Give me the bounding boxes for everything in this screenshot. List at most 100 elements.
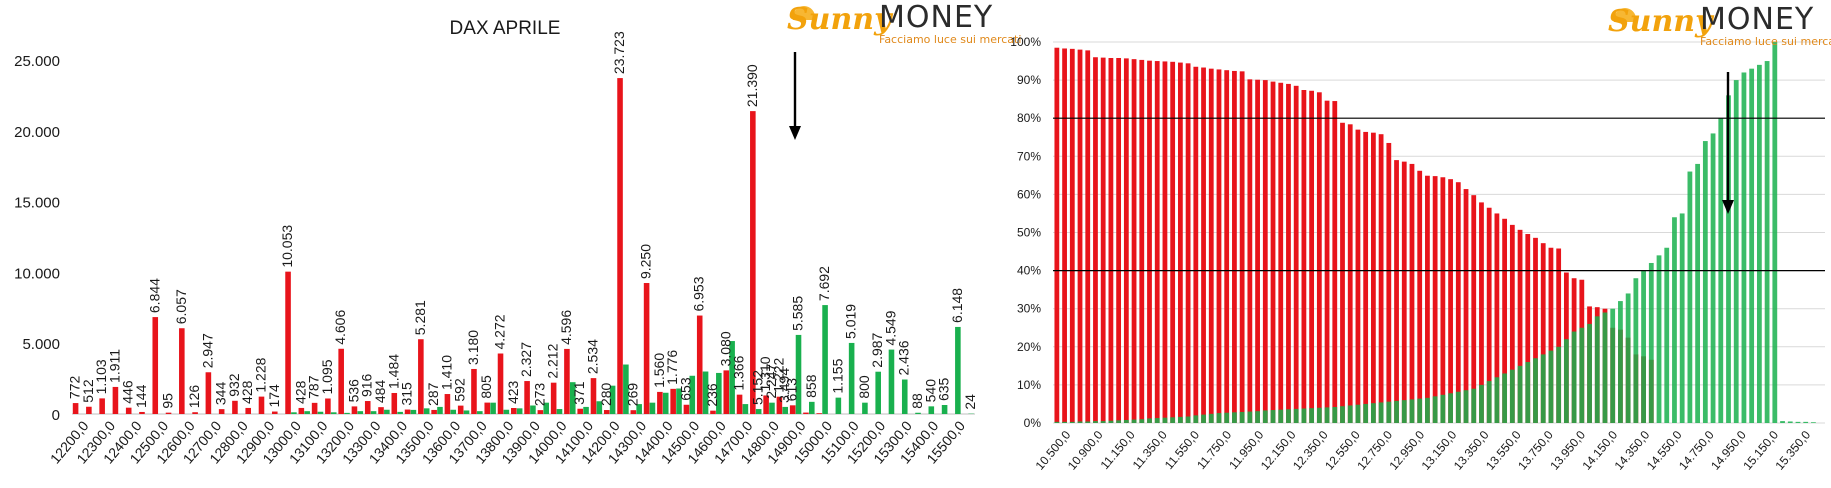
bar-green	[756, 409, 762, 414]
bar-red	[1201, 68, 1206, 423]
bar-red	[1402, 162, 1407, 423]
bar-green	[1186, 417, 1191, 423]
bar-red	[405, 410, 411, 414]
bar-red	[1247, 79, 1252, 423]
data-label-red: 236	[704, 383, 720, 407]
bar-green	[358, 411, 364, 414]
bar-green	[1224, 413, 1229, 423]
bar-green	[1502, 373, 1507, 423]
bar-red	[1464, 189, 1469, 423]
bar-green	[1101, 421, 1106, 423]
bar-red	[577, 409, 583, 414]
bar-red	[1448, 179, 1453, 423]
data-label-red: 1.366	[731, 355, 747, 390]
y-tick-label: 90%	[1017, 73, 1041, 87]
bar-red	[604, 410, 610, 414]
bar-red	[538, 410, 544, 414]
bar-green	[1495, 377, 1500, 423]
y-tick-label: 15.000	[14, 195, 60, 212]
bar-green	[318, 412, 324, 414]
bar-green	[1302, 409, 1307, 423]
bar-red	[1209, 69, 1214, 423]
bar-red	[670, 389, 676, 414]
bar-red	[272, 412, 278, 414]
bar-red	[1356, 130, 1361, 423]
bar-red	[1263, 80, 1268, 423]
bar-green	[1479, 385, 1484, 423]
bar-green	[1695, 164, 1700, 423]
bar-green	[490, 403, 496, 414]
bar-green	[1271, 410, 1276, 423]
bar-red	[657, 392, 663, 414]
bar-green	[1657, 255, 1662, 423]
bar-red	[285, 272, 291, 414]
bar-red	[73, 403, 79, 414]
bar-green	[1525, 362, 1530, 423]
bar-green	[331, 412, 337, 414]
data-label-red: 653	[677, 377, 693, 401]
bar-red	[1271, 82, 1276, 423]
bar-green	[1680, 213, 1685, 423]
bar-red	[723, 370, 729, 414]
bar-red	[1255, 80, 1260, 423]
data-label-green: 800	[856, 375, 872, 399]
chart-title: DAX APRILE	[450, 18, 561, 39]
bar-red	[352, 406, 358, 414]
bar-green	[1610, 309, 1615, 423]
bar-green	[1054, 422, 1059, 423]
bar-green	[1742, 72, 1747, 423]
bar-green	[862, 403, 868, 414]
bar-green	[1363, 404, 1368, 423]
bar-red	[1456, 182, 1461, 423]
bar-green	[1433, 396, 1438, 423]
bar-green	[1124, 420, 1129, 423]
bar-red	[99, 398, 105, 414]
bar-red	[126, 408, 132, 414]
bar-red	[737, 395, 743, 414]
bar-red	[498, 354, 504, 414]
bar-green	[1664, 248, 1669, 423]
bar-green	[1510, 370, 1515, 423]
bar-green	[517, 408, 523, 414]
bar-red	[1278, 83, 1283, 423]
bar-green	[583, 407, 589, 414]
bar-green	[1749, 69, 1754, 423]
bar-red	[1163, 61, 1168, 423]
bar-green	[1734, 80, 1739, 423]
bar-green	[1379, 402, 1384, 423]
bar-red	[113, 387, 119, 414]
data-label-green: 5.019	[843, 304, 859, 339]
bar-red	[1332, 101, 1337, 423]
bar-red	[551, 383, 557, 414]
bar-green	[1263, 410, 1268, 423]
bar-red	[1317, 92, 1322, 423]
bar-red	[1294, 86, 1299, 423]
bar-green	[1641, 271, 1646, 423]
bar-red	[1394, 160, 1399, 423]
sunny-money-logo-right: Sunny MONEY Facciamo luce sui mercati	[1608, 2, 1828, 50]
bar-green	[1139, 419, 1144, 423]
bar-red	[325, 398, 331, 414]
bar-red	[418, 339, 424, 414]
bar-green	[1402, 400, 1407, 423]
bar-green	[1549, 351, 1554, 423]
bar-red	[299, 408, 305, 414]
bar-green	[836, 398, 842, 414]
bar-green	[1518, 366, 1523, 423]
bar-green	[1572, 332, 1577, 423]
data-label-red: 2.327	[518, 342, 534, 377]
data-label-red: 6.057	[173, 289, 189, 324]
bar-green	[1765, 61, 1770, 423]
bar-green	[411, 410, 417, 414]
y-tick-label: 10.000	[14, 265, 60, 282]
bar-red	[139, 412, 145, 414]
bar-green	[397, 412, 403, 414]
bar-red	[1101, 58, 1106, 423]
bar-green	[1062, 422, 1067, 423]
bar-green	[1649, 263, 1654, 423]
bar-red	[86, 407, 92, 414]
data-label-red: 269	[624, 383, 640, 407]
bar-green	[1672, 217, 1677, 423]
